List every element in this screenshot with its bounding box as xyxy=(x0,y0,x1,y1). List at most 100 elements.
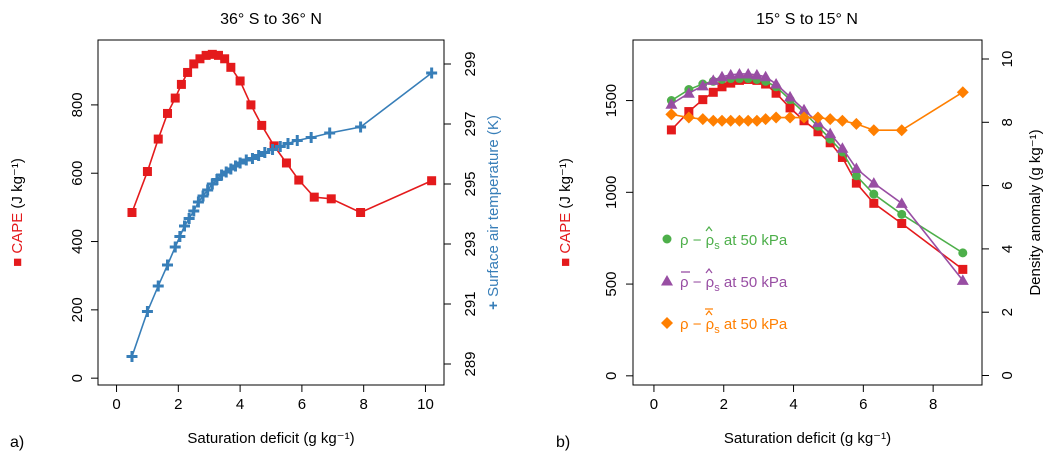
data-point xyxy=(665,108,678,121)
y-right-tick-label: 289 xyxy=(462,351,479,376)
y-left-tick-label: 400 xyxy=(69,229,86,254)
data-point xyxy=(427,176,437,186)
data-point xyxy=(176,79,186,89)
data-point xyxy=(759,113,772,126)
data-point xyxy=(715,70,728,82)
data-point xyxy=(281,158,291,168)
data-point xyxy=(811,111,824,124)
data-point xyxy=(798,111,811,124)
y-left-tick-label: 0 xyxy=(69,374,86,382)
y-right-tick-label: 10 xyxy=(999,51,1016,68)
panel-label: a) xyxy=(10,434,24,451)
data-point xyxy=(253,150,265,161)
data-point xyxy=(202,184,214,196)
data-point xyxy=(717,82,727,92)
data-point xyxy=(798,103,811,115)
data-point xyxy=(897,219,907,229)
legend-marker xyxy=(661,275,673,286)
y-right-tick-label: 4 xyxy=(999,245,1016,253)
plot-frame xyxy=(632,39,983,386)
data-point xyxy=(153,134,163,144)
data-point xyxy=(257,120,267,130)
y-left-tick-label: 600 xyxy=(69,161,86,186)
legend-minus: − ρ xyxy=(689,316,715,333)
data-point xyxy=(666,125,676,135)
data-point xyxy=(682,87,695,98)
data-point xyxy=(326,194,336,204)
y-left-label-unit: (J kg⁻¹) xyxy=(557,158,574,213)
data-point xyxy=(724,114,737,127)
data-point xyxy=(733,114,746,127)
y-right-legend-plus: + xyxy=(485,297,502,310)
x-tick-label: 6 xyxy=(859,396,867,413)
data-point xyxy=(836,114,849,127)
legend-sub: s xyxy=(714,324,720,336)
legend-minus: − ρ xyxy=(689,232,715,249)
legend-suffix: at 50 kPa xyxy=(720,232,788,249)
data-point xyxy=(724,68,737,80)
data-point xyxy=(213,50,223,60)
data-point xyxy=(126,351,138,362)
data-point xyxy=(958,264,968,274)
x-tick-label: 2 xyxy=(720,396,728,413)
y-right-tick-label: 297 xyxy=(462,111,479,136)
y-left-legend-square: ■ xyxy=(557,254,574,267)
data-point xyxy=(152,280,164,292)
data-point xyxy=(895,197,908,208)
y-right-tick-label: 293 xyxy=(462,231,479,256)
y-left-tick-label: 1500 xyxy=(603,84,620,117)
data-point xyxy=(850,117,863,130)
data-point xyxy=(682,111,695,124)
data-point xyxy=(715,114,728,127)
x-tick-label: 8 xyxy=(929,396,937,413)
data-point xyxy=(895,124,908,137)
y-left-tick-label: 200 xyxy=(69,297,86,322)
data-point xyxy=(234,157,246,169)
data-point xyxy=(207,49,217,59)
data-point xyxy=(183,213,195,224)
data-point xyxy=(183,67,193,77)
data-point xyxy=(235,76,245,86)
data-point xyxy=(958,248,968,258)
data-point xyxy=(696,113,709,126)
data-point xyxy=(426,67,438,79)
data-point xyxy=(851,178,861,188)
y-left-axis-label: ■ CAPE (J kg⁻¹) xyxy=(9,158,26,267)
data-point xyxy=(836,142,849,153)
x-tick-label: 2 xyxy=(174,396,182,413)
legend-label: ρ − ρs at 50 kPa xyxy=(680,232,788,252)
data-point xyxy=(142,167,152,177)
data-point xyxy=(770,111,783,124)
x-tick-label: 0 xyxy=(650,396,658,413)
x-tick-label: 0 xyxy=(112,396,120,413)
y-left-tick-label: 1000 xyxy=(603,176,620,209)
y-left-label-unit: (J kg⁻¹) xyxy=(9,158,26,213)
data-point xyxy=(274,141,286,152)
y-left-label-name: CAPE xyxy=(557,213,574,254)
y-left-tick-label: 0 xyxy=(603,372,620,380)
chart-title: 15° S to 15° N xyxy=(756,11,858,28)
legend-sub: s xyxy=(714,282,720,294)
legend-sub: s xyxy=(714,240,720,252)
legend-hat xyxy=(705,226,713,232)
series-purple xyxy=(665,67,969,285)
data-point xyxy=(696,79,709,91)
data-point xyxy=(770,78,783,89)
data-point xyxy=(771,88,781,98)
data-point xyxy=(837,152,847,162)
data-point xyxy=(305,132,317,143)
legend-minus: − ρ xyxy=(689,274,715,291)
data-point xyxy=(162,259,174,271)
data-point xyxy=(869,189,879,199)
plot-frame xyxy=(97,39,445,386)
chart-title: 36° S to 36° N xyxy=(220,11,322,28)
data-point xyxy=(824,113,837,126)
x-tick-label: 4 xyxy=(236,396,244,413)
data-point xyxy=(726,78,736,88)
legend-marker xyxy=(661,317,673,329)
y-right-label-unit: (K) xyxy=(485,115,502,139)
y-left-axis-label: ■ CAPE (J kg⁻¹) xyxy=(557,158,574,267)
data-point xyxy=(742,114,755,127)
y-right-tick-label: 2 xyxy=(999,308,1016,316)
data-point xyxy=(956,86,969,99)
